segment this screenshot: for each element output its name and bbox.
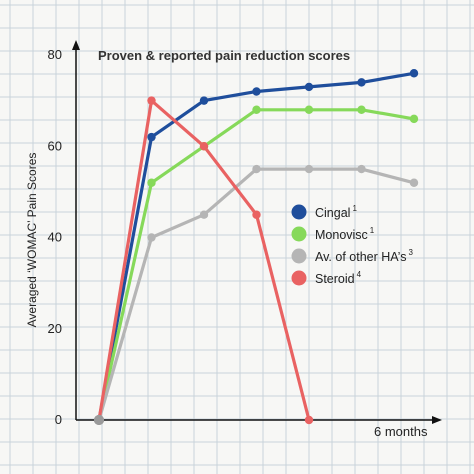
legend-label: Av. of other HA’s 3 bbox=[315, 248, 413, 264]
legend-marker bbox=[291, 204, 307, 220]
data-point bbox=[357, 164, 366, 174]
data-point bbox=[357, 105, 366, 114]
data-point bbox=[304, 415, 314, 425]
data-point bbox=[304, 82, 314, 92]
legend-label: Monovisc 1 bbox=[315, 226, 375, 242]
y-tick-labels: 0 20 40 60 80 bbox=[48, 47, 62, 427]
data-point bbox=[199, 210, 209, 219]
series-points bbox=[94, 69, 419, 425]
y-tick-label: 80 bbox=[48, 47, 62, 62]
data-point bbox=[252, 164, 261, 174]
y-axis-label: Averaged ‘WOMAC’ Pain Scores bbox=[25, 153, 39, 328]
y-axis-arrow-icon bbox=[72, 40, 80, 50]
legend: Cingal 1 Monovisc 1 Av. of other HA’s 3 Steroi… bbox=[291, 204, 413, 286]
axes bbox=[72, 40, 442, 424]
y-tick-label: 60 bbox=[48, 138, 62, 153]
data-point bbox=[147, 132, 156, 142]
x-axis-label: 6 months bbox=[374, 424, 428, 439]
y-tick-label: 20 bbox=[48, 321, 62, 336]
data-point bbox=[304, 105, 314, 114]
data-point bbox=[409, 178, 419, 187]
data-point bbox=[147, 233, 156, 242]
data-point bbox=[94, 415, 104, 425]
data-point bbox=[147, 96, 156, 105]
data-point bbox=[252, 105, 261, 114]
chart-title: Proven & reported pain reduction scores bbox=[98, 48, 350, 63]
data-point bbox=[199, 96, 209, 105]
legend-marker bbox=[291, 270, 307, 286]
data-point bbox=[357, 78, 366, 87]
data-point bbox=[409, 114, 419, 124]
legend-label: Cingal 1 bbox=[315, 204, 357, 220]
data-point bbox=[252, 210, 261, 219]
y-tick-label: 0 bbox=[55, 412, 62, 427]
legend-marker bbox=[291, 248, 307, 264]
data-point bbox=[409, 69, 419, 78]
data-point bbox=[252, 87, 261, 96]
y-tick-label: 40 bbox=[48, 230, 62, 245]
series-lines bbox=[97, 71, 416, 422]
data-point bbox=[304, 164, 314, 174]
legend-marker bbox=[291, 226, 307, 242]
data-point bbox=[199, 142, 209, 151]
data-point bbox=[147, 178, 156, 187]
x-axis-arrow-icon bbox=[432, 416, 442, 424]
legend-label: Steroid 4 bbox=[315, 270, 362, 286]
